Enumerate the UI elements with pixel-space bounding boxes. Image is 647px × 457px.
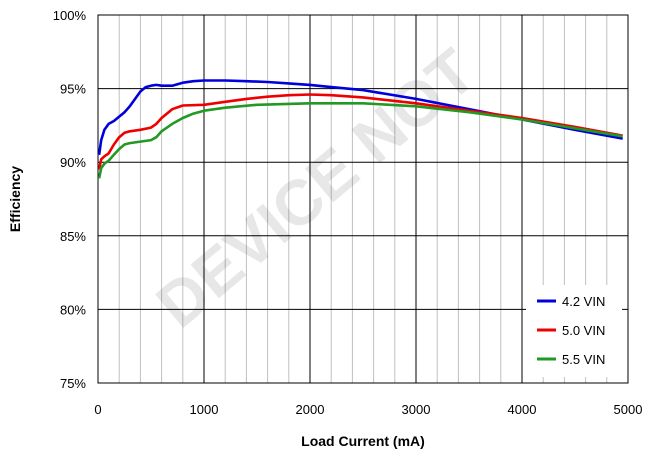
x-tick-label: 4000	[508, 402, 537, 417]
x-tick-label: 5000	[614, 402, 643, 417]
y-tick-label: 85%	[60, 229, 86, 244]
y-tick-label: 95%	[60, 82, 86, 97]
legend-label: 4.2 VIN	[562, 294, 605, 309]
x-tick-label: 1000	[190, 402, 219, 417]
series-lines	[97, 79, 623, 179]
x-tick-label: 2000	[296, 402, 325, 417]
y-tick-labels: 75% 80% 85% 90% 95% 100%	[53, 8, 87, 391]
x-tick-labels: 0 1000 2000 3000 4000 5000	[94, 402, 642, 417]
legend-label: 5.0 VIN	[562, 323, 605, 338]
y-tick-label: 90%	[60, 155, 86, 170]
y-tick-label: 75%	[60, 376, 86, 391]
y-tick-label: 80%	[60, 302, 86, 317]
y-axis-title: Efficiency	[7, 166, 23, 232]
grid	[98, 15, 628, 383]
plot-frame	[97, 14, 629, 384]
x-tick-label: 0	[94, 402, 101, 417]
legend-label: 5.5 VIN	[562, 352, 605, 367]
series-line-2	[97, 93, 623, 170]
series-line-1	[97, 79, 623, 155]
series-line-3	[97, 102, 623, 179]
x-tick-label: 3000	[402, 402, 431, 417]
legend: 4.2 VIN 5.0 VIN 5.5 VIN	[526, 285, 622, 377]
x-axis-title: Load Current (mA)	[301, 433, 425, 449]
y-tick-label: 100%	[53, 8, 87, 23]
